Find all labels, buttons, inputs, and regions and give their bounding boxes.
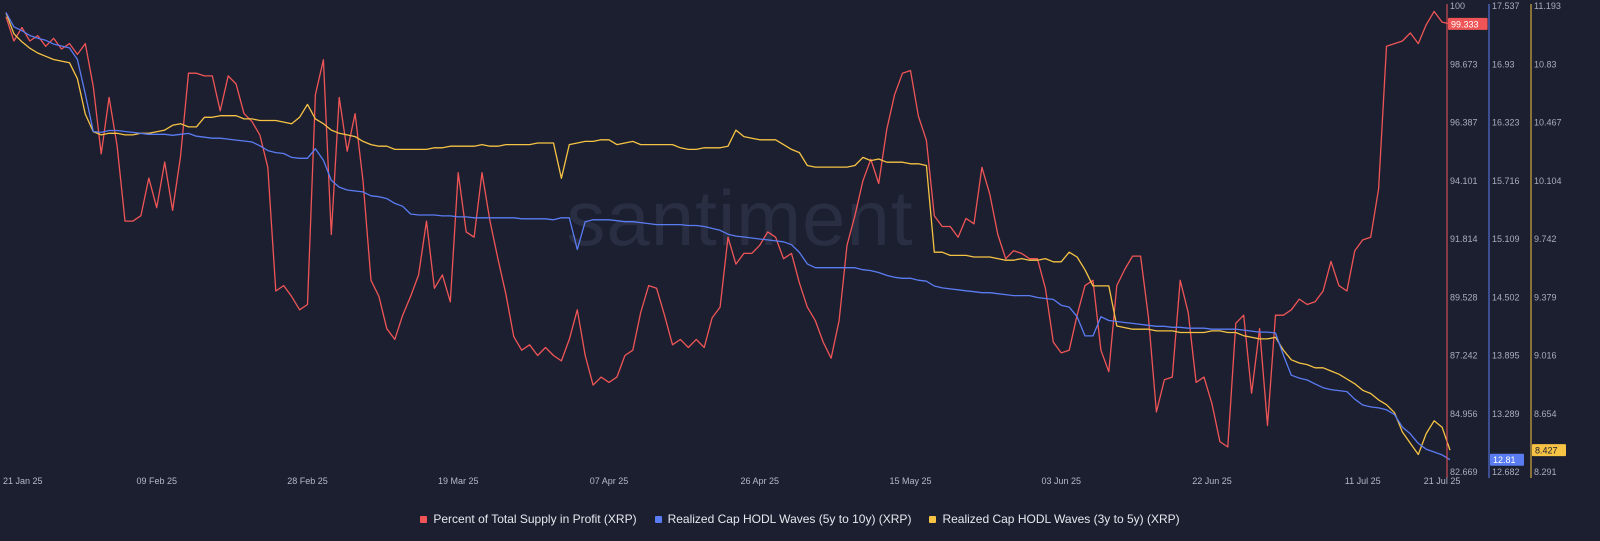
current-value-label-blue: 12.81 [1493,455,1516,465]
current-value-badge-yellow [1532,444,1566,457]
y-tick-blue: 14.502 [1492,292,1520,302]
x-tick-label: 21 Jan 25 [3,476,43,486]
y-tick-blue: 12.682 [1492,467,1520,477]
y-tick-yellow: 10.467 [1534,118,1562,128]
current-value-label-yellow: 8.427 [1535,446,1558,456]
y-tick-blue: 13.895 [1492,351,1520,361]
y-tick-blue: 17.537 [1492,1,1520,11]
x-tick-label: 15 May 25 [889,476,931,486]
x-tick-label: 19 Mar 25 [438,476,479,486]
legend-swatch-red [420,515,428,523]
y-tick-yellow: 10.104 [1534,176,1562,186]
current-value-label-red: 99.333 [1451,19,1479,29]
x-tick-label: 07 Apr 25 [590,476,629,486]
y-tick-blue: 16.323 [1492,118,1520,128]
x-tick-label: 03 Jun 25 [1041,476,1081,486]
y-tick-blue: 13.289 [1492,409,1520,419]
x-tick-label: 11 Jul 25 [1345,476,1381,486]
legend-label-supply-in-profit: Percent of Total Supply in Profit (XRP) [433,512,637,526]
x-axis: 21 Jan 25 09 Feb 25 28 Feb 25 19 Mar 25 07 A… [3,476,1460,486]
y-tick-yellow: 9.016 [1534,351,1557,361]
series-lines [5,10,1451,461]
y-tick-red: 94.101 [1450,176,1478,186]
y-tick-red: 96.387 [1450,118,1478,128]
x-tick-label: 21 Jul 25 [1424,476,1461,486]
y-tick-yellow: 10.83 [1534,59,1557,69]
legend-item-supply-in-profit[interactable]: Percent of Total Supply in Profit (XRP) [420,512,637,526]
series-line-red [5,10,1451,448]
legend-label-hodl-3y-5y: Realized Cap HODL Waves (3y to 5y) (XRP) [942,512,1180,526]
legend-swatch-blue [654,515,662,523]
legend-label-hodl-5y-10y: Realized Cap HODL Waves (5y to 10y) (XRP… [667,512,912,526]
y-axes: 100 98.673 96.387 94.101 91.814 89.528 87.242 8… [1446,1,1566,478]
y-tick-yellow: 11.193 [1534,1,1561,11]
y-tick-blue: 15.716 [1492,176,1520,186]
series-line-blue [5,12,1451,461]
y-tick-red: 91.814 [1450,234,1478,244]
y-tick-blue: 16.93 [1492,59,1515,69]
y-tick-red: 98.673 [1450,59,1478,69]
legend-swatch-yellow [929,515,937,523]
y-tick-red: 89.528 [1450,292,1478,302]
series-line-yellow [5,12,1451,456]
legend-item-hodl-3y-5y[interactable]: Realized Cap HODL Waves (3y to 5y) (XRP) [929,512,1180,526]
legend: Percent of Total Supply in Profit (XRP) … [0,512,1600,526]
x-tick-label: 22 Jun 25 [1192,476,1232,486]
y-tick-red: 100 [1450,1,1465,11]
y-tick-yellow: 8.291 [1534,467,1557,477]
y-tick-yellow: 8.654 [1534,409,1557,419]
y-tick-red: 87.242 [1450,351,1478,361]
y-tick-red: 82.669 [1450,467,1478,477]
y-tick-yellow: 9.742 [1534,234,1557,244]
current-value-badge-red [1448,17,1488,30]
x-tick-label: 09 Feb 25 [136,476,177,486]
y-tick-red: 84.956 [1450,409,1478,419]
x-tick-label: 28 Feb 25 [287,476,328,486]
current-value-badge-blue [1490,453,1524,466]
x-tick-label: 26 Apr 25 [740,476,779,486]
y-tick-yellow: 9.379 [1534,292,1557,302]
legend-item-hodl-5y-10y[interactable]: Realized Cap HODL Waves (5y to 10y) (XRP… [654,512,912,526]
y-tick-blue: 15.109 [1492,234,1520,244]
